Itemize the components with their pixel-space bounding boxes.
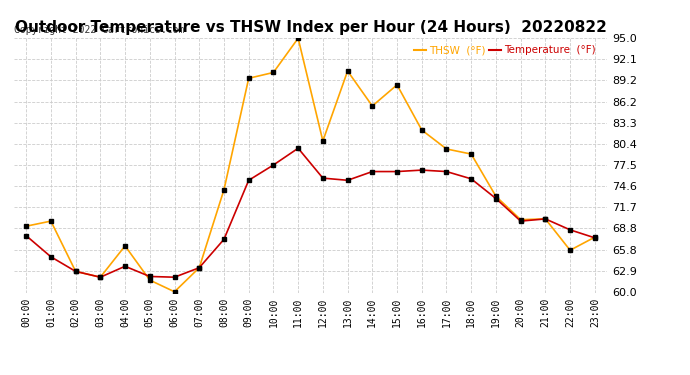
Text: Copyright 2022 Cartronics.com: Copyright 2022 Cartronics.com [14, 25, 184, 35]
Legend: THSW  (°F), Temperature  (°F): THSW (°F), Temperature (°F) [413, 45, 596, 55]
Title: Outdoor Temperature vs THSW Index per Hour (24 Hours)  20220822: Outdoor Temperature vs THSW Index per Ho… [14, 20, 607, 35]
